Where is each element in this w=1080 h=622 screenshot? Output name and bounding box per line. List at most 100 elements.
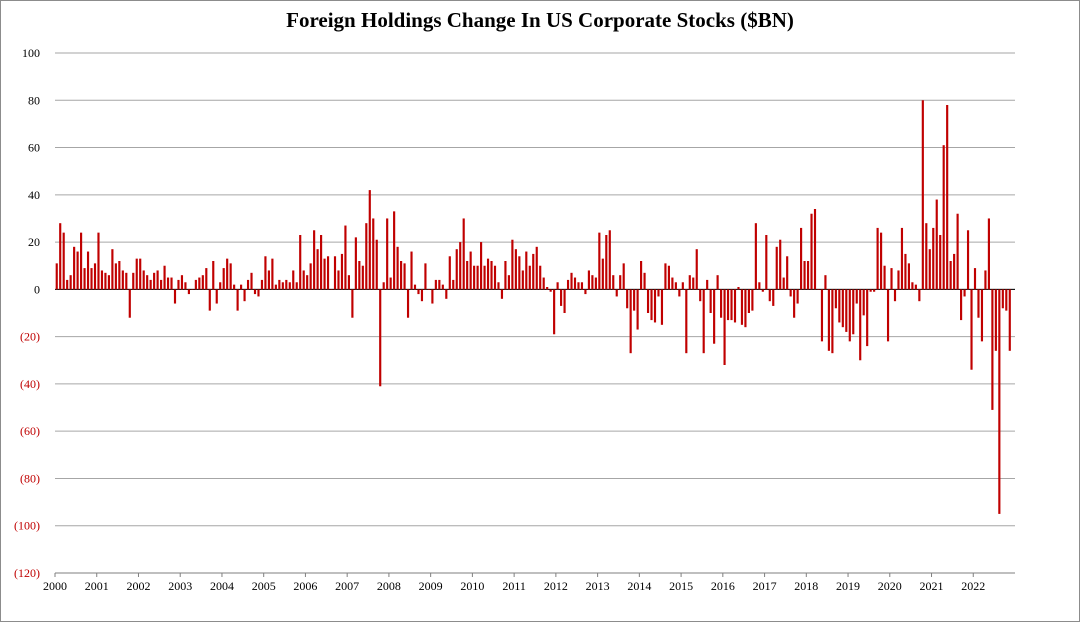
x-tick-label: 2021	[920, 579, 944, 593]
bar	[646, 289, 650, 313]
y-tick-label: 80	[28, 93, 40, 107]
bar	[424, 263, 427, 290]
x-tick-label: 2017	[753, 579, 777, 593]
bar	[333, 256, 337, 290]
bar	[796, 289, 799, 304]
bar	[817, 289, 820, 290]
bar	[866, 289, 869, 347]
bar	[535, 246, 538, 290]
x-axis-ticks: 2000 2001 2002 2003 2004 2005 2006 2007 2008 2009…	[43, 573, 985, 593]
bar	[782, 277, 785, 290]
bar	[153, 272, 156, 290]
bar	[605, 235, 608, 290]
bar	[594, 277, 597, 290]
x-tick-label: 2009	[419, 579, 443, 593]
bar	[939, 235, 942, 290]
bar	[243, 289, 246, 302]
bar	[897, 270, 900, 290]
bar	[935, 199, 938, 290]
bar	[747, 289, 750, 313]
bar	[445, 289, 448, 299]
x-tick-label: 2014	[627, 579, 651, 593]
bar	[987, 218, 990, 290]
bar	[66, 279, 69, 290]
bar	[657, 289, 660, 297]
bar	[194, 279, 197, 290]
bar	[233, 284, 236, 290]
bar	[841, 289, 844, 328]
bar	[956, 213, 959, 290]
bar	[313, 230, 316, 290]
x-tick-label: 2015	[669, 579, 693, 593]
x-tick-label: 2018	[794, 579, 818, 593]
bar	[570, 272, 573, 290]
bar	[723, 289, 726, 365]
bar	[820, 289, 824, 342]
x-tick-label: 2016	[711, 579, 735, 593]
bar	[170, 277, 173, 290]
bar	[326, 256, 330, 290]
bar	[949, 261, 952, 290]
bar	[765, 235, 768, 290]
bar	[257, 289, 260, 297]
x-tick-label: 2001	[85, 579, 109, 593]
bar	[970, 289, 973, 370]
bar	[462, 218, 465, 290]
bar	[730, 289, 733, 321]
bar	[173, 289, 177, 304]
bar	[1001, 289, 1004, 309]
bar	[855, 289, 858, 304]
bar	[904, 253, 907, 290]
bar	[619, 275, 622, 290]
bar	[351, 289, 354, 318]
bar	[852, 289, 855, 335]
bar	[368, 190, 371, 290]
bar	[754, 223, 757, 290]
bar	[883, 265, 886, 290]
x-tick-label: 2020	[878, 579, 902, 593]
bar	[831, 289, 834, 354]
bar	[880, 232, 883, 290]
bar	[907, 263, 910, 290]
bar	[660, 289, 664, 325]
bar	[212, 261, 215, 290]
bar	[417, 289, 420, 295]
bar	[309, 263, 312, 290]
bar	[292, 270, 295, 290]
bar	[859, 289, 862, 361]
bar	[549, 289, 552, 292]
bar	[184, 282, 187, 290]
bar	[118, 261, 121, 290]
bar	[504, 261, 507, 290]
x-tick-label: 2013	[586, 579, 610, 593]
bar	[674, 282, 677, 290]
bar	[264, 256, 267, 290]
bar	[483, 265, 486, 290]
bar	[497, 282, 500, 290]
bar	[55, 263, 58, 290]
bar	[751, 289, 754, 311]
bar	[406, 289, 410, 318]
bar	[344, 225, 347, 290]
bar	[146, 275, 149, 290]
bar	[713, 289, 716, 344]
bar	[201, 275, 204, 290]
bar	[240, 284, 243, 290]
bar	[215, 289, 218, 304]
bar	[973, 268, 977, 290]
bar	[466, 261, 469, 290]
x-tick-label: 2022	[961, 579, 985, 593]
bar	[695, 249, 698, 290]
bar	[678, 289, 681, 297]
bar	[260, 279, 264, 290]
bar	[740, 289, 744, 325]
bar	[629, 289, 632, 354]
bar	[205, 268, 208, 290]
bar	[187, 289, 190, 295]
bar	[932, 227, 935, 290]
bar	[274, 284, 277, 290]
bar	[848, 289, 851, 342]
bar	[966, 230, 970, 290]
bar	[80, 232, 83, 290]
